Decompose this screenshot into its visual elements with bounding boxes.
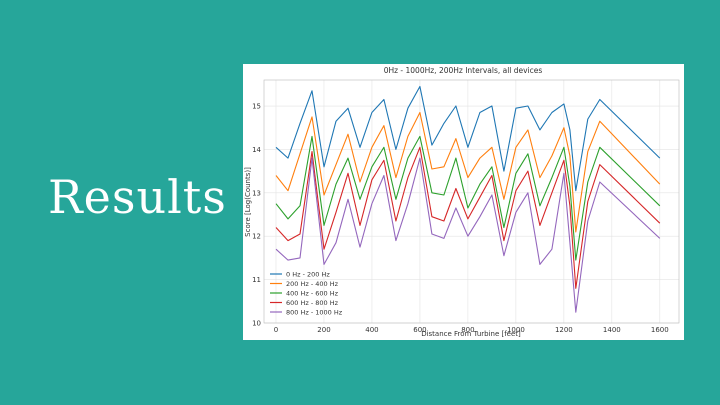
x-tick-label: 400 — [365, 326, 378, 334]
series-line — [275, 85, 661, 192]
legend-label: 200 Hz - 400 Hz — [286, 280, 339, 288]
x-tick-label: 0 — [274, 326, 278, 334]
x-axis-label: Distance From Turbine [feet] — [421, 330, 521, 338]
series-lines — [275, 85, 661, 313]
x-tick-label: 800 — [461, 326, 474, 334]
line-chart: 0Hz - 1000Hz, 200Hz Intervals, all devic… — [244, 66, 680, 338]
y-tick-label: 11 — [252, 276, 261, 284]
axis-ticks: 0 200 400 600 800 1000 1200 1400 1600 10 11 12 13 14 1… — [252, 103, 669, 334]
y-tick-label: 14 — [252, 146, 261, 154]
series-line — [275, 111, 661, 233]
chart-card: 0Hz - 1000Hz, 200Hz Intervals, all devic… — [243, 64, 684, 340]
series-line — [275, 135, 661, 261]
slide-title: Results — [48, 170, 227, 224]
y-tick-label: 10 — [252, 320, 261, 328]
legend-label: 600 Hz - 800 Hz — [286, 299, 339, 307]
series-line — [275, 146, 661, 289]
legend-label: 400 Hz - 600 Hz — [286, 290, 339, 298]
x-tick-label: 200 — [317, 326, 330, 334]
y-tick-label: 13 — [252, 189, 261, 197]
chart-title: 0Hz - 1000Hz, 200Hz Intervals, all devic… — [384, 66, 543, 75]
y-tick-label: 12 — [252, 233, 261, 241]
x-tick-label: 1200 — [555, 326, 573, 334]
y-tick-label: 15 — [252, 103, 261, 111]
x-tick-label: 600 — [413, 326, 426, 334]
series-line — [275, 157, 661, 313]
y-axis-label: Score [Log(Counts)] — [244, 167, 252, 237]
legend-label: 800 Hz - 1000 Hz — [286, 309, 343, 317]
x-tick-label: 1400 — [603, 326, 621, 334]
plot-frame — [263, 79, 680, 324]
x-tick-label: 1600 — [651, 326, 669, 334]
x-tick-label: 1000 — [507, 326, 525, 334]
legend-label: 0 Hz - 200 Hz — [286, 271, 330, 279]
